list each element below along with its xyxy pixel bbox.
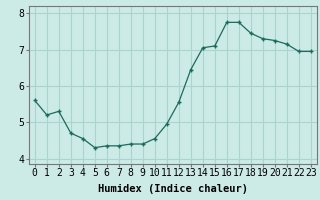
X-axis label: Humidex (Indice chaleur): Humidex (Indice chaleur) — [98, 184, 248, 194]
